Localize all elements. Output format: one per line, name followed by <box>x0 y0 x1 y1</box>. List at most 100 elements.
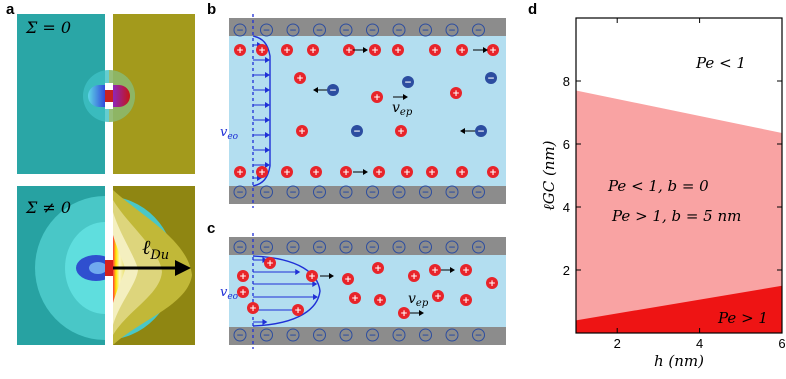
velocity-arrow-head <box>313 294 319 300</box>
wall-charge-sign: − <box>395 26 403 36</box>
velocity-arrow <box>253 162 270 168</box>
cation-sign: + <box>239 272 247 282</box>
sigma-zero-label: Σ = 0 <box>25 18 71 37</box>
wall-charge-ring <box>472 328 485 342</box>
velocity-arrow <box>253 269 301 275</box>
cation-disc <box>392 44 404 56</box>
wall-charge: − <box>260 23 273 37</box>
panel-c-label: c <box>207 220 215 237</box>
cation-sign: + <box>452 89 460 99</box>
wall-charge-sign: − <box>369 26 377 36</box>
cation-disc <box>429 264 441 276</box>
drift-arrow-head <box>329 273 334 279</box>
cation: + <box>349 292 361 304</box>
panel-a: a Σ = 0 Σ ≠ 0 ℓDu <box>6 1 195 345</box>
wall-charge-ring <box>472 185 485 199</box>
cation: + <box>294 72 306 84</box>
wall-charge-ring <box>233 328 247 342</box>
cation-disc <box>374 294 386 306</box>
channel-c-top-wall <box>229 237 506 255</box>
wall-charge: − <box>313 240 326 254</box>
wall-charge-ring <box>339 185 353 199</box>
wall-charge: − <box>260 185 273 199</box>
cation: + <box>281 44 293 56</box>
wall-charge-sign: − <box>475 26 483 36</box>
x-tick-label: 4 <box>696 336 703 351</box>
cation-disc <box>310 166 322 178</box>
velocity-arrow <box>253 281 318 287</box>
cation-disc <box>292 304 304 316</box>
y-axis-label: ℓGC (nm) <box>540 140 558 210</box>
wall-charge-ring <box>472 23 485 37</box>
wall-charge-sign: − <box>448 26 456 36</box>
cation: + <box>372 262 384 274</box>
cation-sign: + <box>249 304 257 314</box>
wall-charge-sign: − <box>236 26 244 36</box>
cation-sign: + <box>431 46 439 56</box>
wall-charge-ring <box>313 23 326 37</box>
cation-sign: + <box>312 168 320 178</box>
wall-charge-sign: − <box>422 188 430 198</box>
cation-sign: + <box>458 168 466 178</box>
velocity-arrow-head <box>265 57 270 63</box>
wall-charge-sign: − <box>448 188 456 198</box>
wall-charge-sign: − <box>475 243 483 253</box>
wall-charge-sign: − <box>422 331 430 341</box>
wall-charge: − <box>366 240 379 254</box>
cation-disc <box>256 44 268 56</box>
wall-charge-sign: − <box>289 331 297 341</box>
cation-disc <box>349 292 361 304</box>
cation-sign: + <box>294 306 302 316</box>
cation-disc <box>256 166 268 178</box>
cation: + <box>432 290 444 302</box>
wall-charge-sign: − <box>263 26 271 36</box>
anion-sign: − <box>477 127 485 137</box>
wall-charge-sign: − <box>422 26 430 36</box>
wall-charge-sign: − <box>289 188 297 198</box>
cation-sign: + <box>344 275 352 285</box>
wall-charge-sign: − <box>448 331 456 341</box>
channel-c-bottom-wall <box>229 327 506 345</box>
cation: + <box>237 286 249 298</box>
velocity-arrow <box>253 319 268 325</box>
cation: + <box>369 44 381 56</box>
wall-charge-sign: − <box>316 188 324 198</box>
wall-charge: − <box>445 328 459 342</box>
cation: + <box>398 307 410 319</box>
wall-charge-ring <box>260 23 273 37</box>
cation-disc <box>395 125 407 137</box>
wall-charge: − <box>339 185 353 199</box>
cation-disc <box>371 91 383 103</box>
cation-disc <box>237 286 249 298</box>
cation: + <box>408 270 420 282</box>
cation-disc <box>456 44 468 56</box>
dukhin-arrow-head <box>175 260 191 276</box>
wall-charge-sign: − <box>263 331 271 341</box>
wall-charge: − <box>392 240 406 254</box>
cation-sign: + <box>376 296 384 306</box>
anion-sign: − <box>487 74 495 84</box>
cation-disc <box>426 166 438 178</box>
cation-sign: + <box>266 259 274 269</box>
channel-c-bulk-ions: ++++++++ +++++ ++ ++ <box>237 257 498 319</box>
wall-charge-ring <box>445 185 459 199</box>
cation-sign: + <box>400 309 408 319</box>
wall-charge-ring <box>233 185 247 199</box>
cation-sign: + <box>462 266 470 276</box>
annotation-pe-greater-1-b5: Pe > 1, b = 5 nm <box>611 207 741 225</box>
wall-charge-sign: − <box>369 331 377 341</box>
drift-arrow <box>320 273 334 279</box>
drift-arrow <box>441 267 455 273</box>
anion: − <box>475 125 487 137</box>
wall-charge-ring <box>233 23 247 37</box>
wall-charge-ring <box>445 328 459 342</box>
cation: + <box>256 166 268 178</box>
wall-charge-ring <box>419 240 432 254</box>
wall-charge-ring <box>445 23 459 37</box>
wall-charge-ring <box>366 328 379 342</box>
wall-charge-ring <box>339 23 353 37</box>
wall-charge-sign: − <box>369 188 377 198</box>
cation-sign: + <box>403 168 411 178</box>
drift-arrow <box>353 47 368 53</box>
cation-disc <box>460 264 472 276</box>
